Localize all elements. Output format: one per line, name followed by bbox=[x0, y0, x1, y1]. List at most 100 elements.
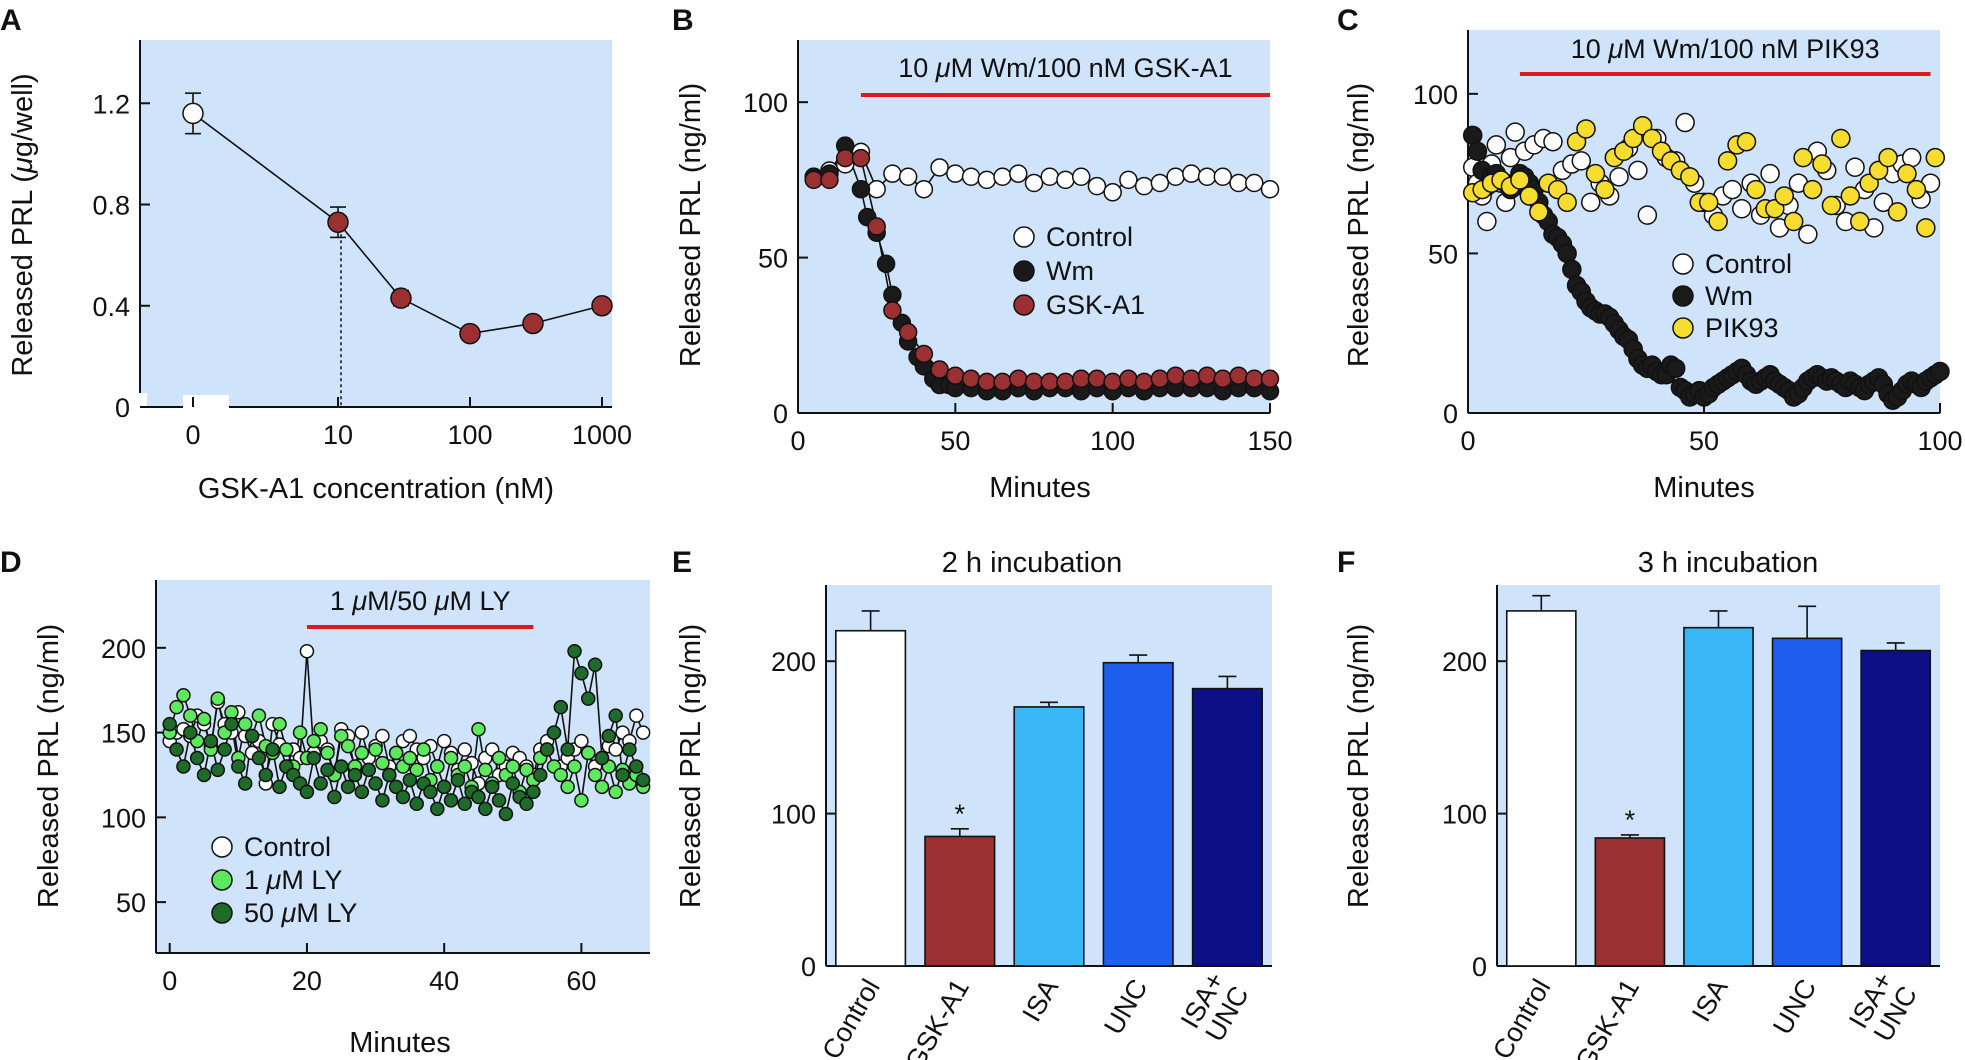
data-point bbox=[1024, 173, 1044, 193]
data-point bbox=[1056, 170, 1075, 190]
data-point bbox=[320, 762, 335, 778]
data-point bbox=[1887, 202, 1908, 222]
data-point bbox=[299, 643, 315, 659]
data-point bbox=[436, 779, 452, 795]
data-point bbox=[961, 167, 981, 187]
data-point bbox=[231, 759, 246, 774]
data-point bbox=[622, 742, 637, 757]
data-point bbox=[327, 789, 342, 805]
data-point bbox=[1717, 151, 1738, 171]
panel-e: 0 100 200 Released PRL (ng/ml) 2 h incubatio… bbox=[675, 547, 1272, 1060]
data-point bbox=[1119, 170, 1138, 190]
panel-b: 0 50 100 0 50 100 150 Minutes Released PRL (ng/m… bbox=[675, 40, 1293, 504]
data-point bbox=[1477, 211, 1497, 232]
data-point bbox=[471, 721, 486, 737]
data-point bbox=[615, 767, 630, 783]
data-point bbox=[1134, 372, 1154, 392]
data-point bbox=[574, 793, 589, 808]
data-point bbox=[334, 728, 349, 744]
data-point bbox=[478, 801, 493, 817]
data-point bbox=[169, 699, 184, 715]
data-point bbox=[1831, 128, 1851, 149]
data-point bbox=[946, 366, 965, 385]
y-tick-label: 150 bbox=[101, 719, 146, 749]
bar bbox=[1860, 649, 1932, 967]
y-tick-label: 100 bbox=[1442, 800, 1487, 830]
data-point bbox=[183, 708, 198, 723]
data-point bbox=[1056, 372, 1075, 392]
data-point bbox=[1505, 122, 1525, 142]
data-point bbox=[1793, 147, 1813, 168]
data-point bbox=[587, 657, 603, 673]
data-point bbox=[961, 369, 981, 389]
data-point bbox=[471, 789, 486, 805]
data-point bbox=[1930, 361, 1950, 382]
data-point bbox=[1897, 163, 1917, 184]
data-point bbox=[1840, 186, 1861, 206]
y-axis-label: Released PRL (ng/ml) bbox=[675, 624, 707, 908]
data-point bbox=[505, 776, 521, 791]
data-point bbox=[1260, 369, 1280, 389]
data-point bbox=[851, 179, 871, 199]
data-point bbox=[1637, 205, 1658, 225]
data-point bbox=[217, 742, 232, 757]
data-point bbox=[1680, 167, 1700, 187]
y-tick-label: 0.8 bbox=[92, 191, 130, 221]
data-point bbox=[587, 767, 603, 783]
data-point bbox=[1467, 141, 1488, 162]
y-tick-label: 0.4 bbox=[92, 292, 130, 322]
bar bbox=[1102, 661, 1174, 967]
data-point bbox=[1245, 173, 1264, 193]
treatment-label: 10 μM Wm/100 nM GSK-A1 bbox=[898, 53, 1232, 83]
chart-title: 3 h incubation bbox=[1638, 547, 1819, 579]
data-point bbox=[1760, 163, 1780, 184]
data-point-control bbox=[182, 102, 204, 125]
legend-marker bbox=[211, 836, 233, 858]
data-point bbox=[450, 772, 466, 788]
panel-d: 50 100 150 200 0 20 40 60 Minutes Released PRL (n… bbox=[33, 580, 651, 1059]
x-axis-label: Minutes bbox=[989, 472, 1091, 504]
axis-break bbox=[183, 395, 229, 415]
y-tick-label: 100 bbox=[1413, 80, 1458, 110]
data-point bbox=[210, 762, 225, 778]
data-point bbox=[402, 728, 418, 744]
data-point bbox=[1845, 157, 1865, 177]
y-axis-label: Released PRL (μg/well) bbox=[7, 73, 39, 376]
data-point bbox=[395, 789, 411, 805]
legend-label: 50 μM LY bbox=[244, 898, 357, 928]
bar bbox=[1771, 637, 1843, 967]
data-point bbox=[519, 796, 534, 812]
data-point bbox=[1557, 192, 1577, 213]
data-point bbox=[505, 759, 521, 774]
x-tick-label: 20 bbox=[292, 966, 322, 996]
y-tick-label: 100 bbox=[771, 800, 816, 830]
data-point bbox=[914, 344, 934, 364]
data-point bbox=[1166, 366, 1185, 385]
data-point bbox=[382, 767, 397, 783]
data-point bbox=[313, 721, 328, 737]
data-point bbox=[1229, 173, 1248, 193]
data-point bbox=[1576, 119, 1596, 139]
data-point bbox=[1134, 176, 1154, 196]
data-point bbox=[914, 179, 934, 199]
data-point bbox=[484, 779, 500, 795]
x-tick-label: 40 bbox=[429, 966, 459, 996]
data-point bbox=[553, 699, 569, 715]
category-label: GSK-A1 bbox=[1570, 974, 1646, 1060]
x-tick-label: 60 bbox=[566, 966, 596, 996]
data-point bbox=[210, 691, 225, 706]
data-point bbox=[867, 179, 886, 199]
bar bbox=[1505, 610, 1577, 967]
y-tick-label: 1.2 bbox=[92, 89, 130, 119]
data-point bbox=[629, 759, 644, 774]
category-label: UNC bbox=[1767, 974, 1822, 1040]
treatment-label: 10 μM Wm/100 nM PIK93 bbox=[1571, 34, 1880, 64]
x-tick-label: 100 bbox=[1917, 426, 1962, 456]
data-point bbox=[993, 372, 1012, 392]
data-point bbox=[347, 767, 363, 783]
data-point bbox=[169, 742, 184, 757]
data-point bbox=[457, 796, 472, 812]
data-point-gsk bbox=[327, 211, 349, 233]
data-point bbox=[457, 759, 472, 774]
legend-marker bbox=[1672, 253, 1694, 275]
